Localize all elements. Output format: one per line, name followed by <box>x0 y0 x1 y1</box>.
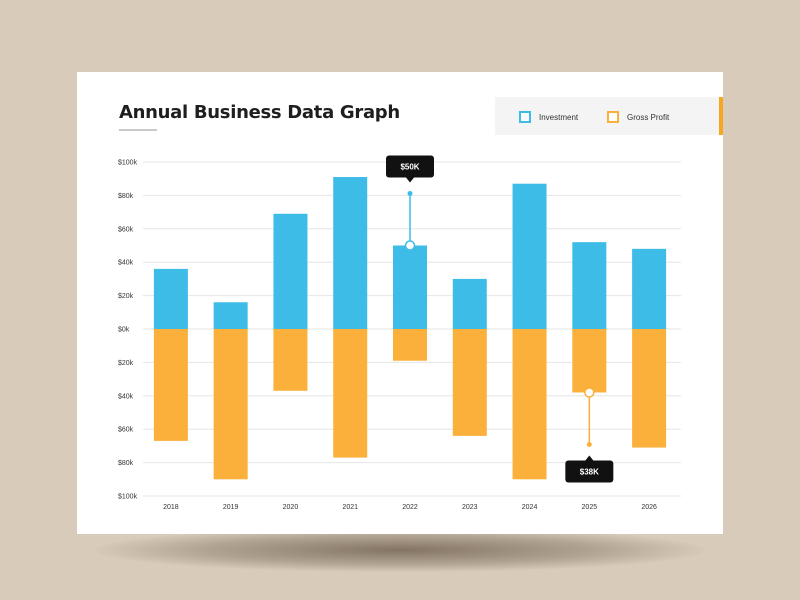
annotation-label: $50K <box>400 163 419 172</box>
bar-gross-profit <box>273 329 308 391</box>
annotation-tooltip-pointer <box>406 177 414 183</box>
bar-investment <box>333 177 368 329</box>
bar-gross-profit <box>572 329 607 393</box>
bar-gross-profit <box>452 329 487 436</box>
annotation-label: $38K <box>580 467 599 476</box>
y-tick-label: $20k <box>118 360 134 367</box>
x-tick-label: 2023 <box>462 504 478 511</box>
bar-gross-profit <box>632 329 667 448</box>
x-tick-label: 2025 <box>582 504 598 511</box>
bar-investment <box>393 245 427 329</box>
legend-item-investment: Investment <box>519 111 578 123</box>
bar-gross-profit <box>213 329 248 480</box>
annotation-marker <box>584 387 595 398</box>
x-tick-label: 2026 <box>641 504 657 511</box>
chart-title: Annual Business Data Graph <box>119 102 400 123</box>
annotation-tooltip <box>565 460 614 483</box>
y-tick-label: $100k <box>118 160 138 167</box>
bar-investment <box>213 302 248 329</box>
annotation-dot <box>586 441 592 447</box>
bar-gross-profit <box>153 329 188 441</box>
annotation-tooltip-pointer <box>585 455 594 461</box>
y-tick-label: $60k <box>118 226 134 233</box>
card-shadow <box>95 528 705 572</box>
y-tick-label: $80k <box>118 460 134 467</box>
legend-label-investment: Investment <box>539 112 579 122</box>
bar-gross-profit <box>393 329 427 361</box>
x-tick-label: 2019 <box>223 504 239 511</box>
bar-investment <box>273 213 308 329</box>
bar-investment <box>632 248 667 329</box>
bar-investment <box>452 278 487 329</box>
x-tick-label: 2021 <box>342 504 358 511</box>
y-tick-label: $0k <box>118 327 130 334</box>
y-tick-label: $40k <box>118 260 134 267</box>
y-tick-label: $20k <box>118 293 134 300</box>
bar-gross-profit <box>512 329 547 480</box>
bar-investment <box>512 183 547 329</box>
legend-item-gross-profit: Gross Profit <box>607 111 669 123</box>
x-tick-label: 2022 <box>402 504 418 511</box>
legend-accent-bar <box>719 97 723 135</box>
annotation-dot <box>407 191 413 196</box>
x-tick-label: 2020 <box>283 504 299 511</box>
y-tick-label: $60k <box>118 427 134 434</box>
bar-chart: $100k $80k $60k $40k $20k $0k $20k $40k $60k $80k… <box>118 155 681 511</box>
bar-investment <box>572 242 607 329</box>
legend-label-gross-profit: Gross Profit <box>627 112 670 122</box>
x-tick-label: 2018 <box>163 504 179 511</box>
y-tick-label: $100k <box>118 494 138 501</box>
bar-investment <box>153 268 188 329</box>
y-tick-label: $40k <box>118 393 134 400</box>
title-underline <box>119 129 157 131</box>
annotation-tooltip <box>386 155 434 178</box>
bar-gross-profit <box>333 329 368 458</box>
x-tick-label: 2024 <box>522 504 538 511</box>
legend-swatch-gross-profit <box>607 111 619 123</box>
y-tick-label: $80k <box>118 193 134 200</box>
chart-card: Annual Business Data Graph Investment Gr… <box>77 72 723 534</box>
annotation-marker <box>404 240 416 251</box>
legend-swatch-investment <box>519 111 531 123</box>
legend: Investment Gross Profit <box>495 97 723 135</box>
